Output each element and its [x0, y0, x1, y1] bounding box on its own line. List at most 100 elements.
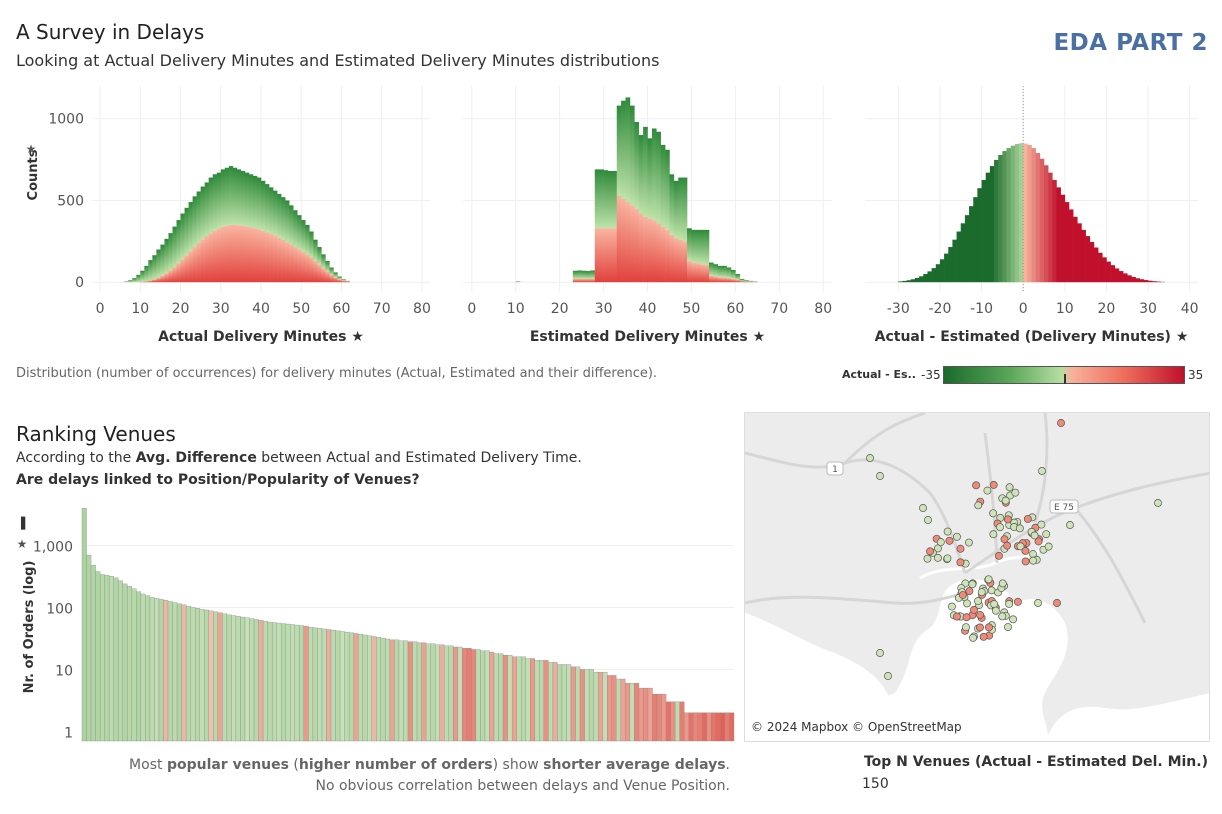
venue-marker[interactable] — [945, 536, 954, 545]
histogram-bar[interactable] — [948, 247, 953, 283]
histogram-bar-delay-part[interactable] — [196, 242, 201, 283]
venue-bar[interactable] — [344, 631, 350, 742]
venue-marker[interactable] — [933, 553, 942, 562]
histogram-bar[interactable] — [132, 278, 137, 283]
histogram-bar[interactable] — [293, 210, 298, 248]
venue-marker[interactable] — [956, 558, 965, 567]
venue-bar[interactable] — [371, 636, 377, 742]
histogram-bar[interactable] — [651, 128, 657, 221]
histogram-bar[interactable] — [969, 206, 974, 283]
venue-bar[interactable] — [131, 588, 137, 742]
venue-bar[interactable] — [136, 591, 142, 742]
histogram-bar[interactable] — [168, 233, 173, 271]
venue-bar[interactable] — [720, 712, 726, 742]
histogram-bar-delay-part[interactable] — [647, 218, 653, 283]
histogram-bar[interactable] — [691, 229, 697, 263]
venue-bar[interactable] — [579, 669, 585, 742]
venue-marker[interactable] — [1003, 515, 1012, 524]
venue-bar[interactable] — [502, 654, 508, 742]
histogram-bar-delay-part[interactable] — [188, 251, 193, 283]
histogram-bar[interactable] — [148, 260, 153, 281]
histogram-bar-delay-part[interactable] — [216, 228, 222, 283]
histogram-bar[interactable] — [919, 276, 924, 283]
histogram-bar-delay-part[interactable] — [687, 260, 692, 283]
histogram-bar-delay-part[interactable] — [172, 267, 177, 283]
histogram-bar[interactable] — [669, 174, 675, 235]
histogram-bar[interactable] — [1077, 223, 1082, 283]
venue-bar[interactable] — [104, 575, 110, 742]
venue-bar[interactable] — [507, 654, 513, 742]
venue-bar[interactable] — [258, 620, 264, 742]
histogram-bar-delay-part[interactable] — [612, 228, 618, 283]
venue-bar[interactable] — [475, 649, 481, 742]
histogram-bar[interactable] — [906, 280, 912, 283]
venue-marker[interactable] — [919, 504, 927, 512]
histogram-bar[interactable] — [256, 177, 262, 230]
venue-bar[interactable] — [195, 608, 200, 742]
venue-marker[interactable] — [1016, 542, 1025, 551]
histogram-bar-delay-part[interactable] — [152, 279, 157, 283]
histogram-bar[interactable] — [910, 279, 916, 283]
venue-bar[interactable] — [290, 624, 295, 742]
histogram-bar[interactable] — [1035, 153, 1041, 283]
histogram-bar[interactable] — [730, 269, 736, 279]
venue-bar[interactable] — [95, 571, 101, 742]
venue-bar[interactable] — [457, 646, 463, 742]
venue-marker[interactable] — [974, 597, 982, 606]
venue-marker[interactable] — [965, 587, 974, 596]
histogram-bar[interactable] — [341, 279, 346, 281]
venue-bar[interactable] — [267, 621, 273, 742]
venue-bar[interactable] — [145, 595, 151, 742]
histogram-bar[interactable] — [1114, 268, 1120, 283]
venue-marker[interactable] — [1057, 419, 1065, 427]
venue-bar[interactable] — [566, 664, 572, 742]
venue-bar[interactable] — [339, 631, 345, 742]
venue-marker[interactable] — [1038, 467, 1046, 475]
venue-marker[interactable] — [996, 523, 1004, 532]
venue-marker[interactable] — [866, 454, 874, 462]
venue-bar[interactable] — [389, 639, 395, 742]
venue-bar[interactable] — [81, 507, 87, 742]
histogram-bar[interactable] — [317, 247, 322, 265]
histogram-bar-delay-part[interactable] — [184, 255, 189, 283]
venue-bar[interactable] — [330, 629, 336, 742]
venue-bar[interactable] — [647, 687, 653, 742]
venue-bar[interactable] — [521, 656, 526, 742]
histogram-bar[interactable] — [224, 167, 230, 226]
histogram-bar[interactable] — [581, 270, 587, 279]
venue-bar[interactable] — [249, 618, 255, 742]
histogram-bar[interactable] — [345, 280, 350, 282]
venue-bar[interactable] — [353, 633, 359, 742]
venue-bar[interactable] — [335, 630, 341, 742]
venue-bar[interactable] — [204, 609, 209, 742]
venue-marker[interactable] — [952, 612, 961, 621]
venue-bar[interactable] — [611, 675, 617, 742]
histogram-bar[interactable] — [643, 126, 648, 217]
histogram-bar[interactable] — [301, 220, 306, 252]
venue-bar[interactable] — [561, 664, 567, 742]
histogram-bar[interactable] — [981, 180, 987, 283]
histogram-bar[interactable] — [998, 154, 1003, 283]
venue-bar[interactable] — [317, 628, 323, 742]
venue-bar[interactable] — [679, 701, 685, 742]
venue-marker[interactable] — [989, 530, 998, 539]
venue-map[interactable]: 1 E 75 — [744, 412, 1210, 742]
histogram-bar[interactable] — [281, 197, 286, 241]
venue-marker[interactable] — [1034, 537, 1043, 546]
histogram-bar[interactable] — [208, 177, 214, 234]
venue-bar[interactable] — [715, 712, 721, 742]
histogram-bar[interactable] — [1068, 209, 1074, 283]
venue-bar[interactable] — [638, 687, 644, 742]
histogram-bar-delay-part[interactable] — [651, 220, 657, 283]
histogram-bar[interactable] — [1081, 229, 1086, 283]
venue-bar[interactable] — [484, 650, 490, 742]
venue-marker[interactable] — [1037, 520, 1046, 529]
venue-bar[interactable] — [285, 623, 291, 742]
venue-bar[interactable] — [185, 605, 191, 742]
histogram-bar[interactable] — [144, 265, 149, 282]
histogram-bar-delay-part[interactable] — [700, 264, 705, 283]
venue-marker[interactable] — [991, 606, 1000, 615]
histogram-bar-delay-part[interactable] — [713, 276, 719, 283]
venue-bar[interactable] — [557, 664, 563, 742]
histogram-bar[interactable] — [647, 138, 653, 219]
